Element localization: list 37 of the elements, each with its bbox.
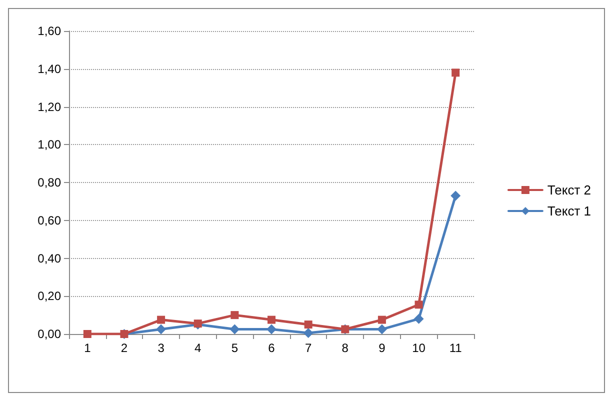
point — [452, 68, 460, 77]
point — [414, 300, 423, 309]
point — [230, 311, 239, 320]
y-tick-label: 0,00 — [38, 327, 62, 341]
x-tick-label: 11 — [449, 341, 462, 355]
point — [230, 324, 240, 334]
x-tick-label: 5 — [231, 341, 238, 355]
point — [414, 314, 424, 324]
point — [450, 190, 461, 201]
point — [266, 324, 276, 334]
x-tick-label: 6 — [268, 341, 276, 355]
legend-label: Текст 2 — [547, 182, 592, 198]
point — [378, 316, 386, 324]
y-tick-label: 1,20 — [38, 100, 62, 114]
x-tick-label: 1 — [84, 341, 92, 355]
x-tick-label: 2 — [120, 341, 128, 355]
y-tick-label: 1,40 — [38, 62, 62, 76]
x-tick-label: 7 — [304, 341, 312, 355]
point — [304, 320, 312, 329]
x-tick-label: 10 — [412, 341, 426, 355]
point — [268, 316, 276, 324]
y-tick-label: 0,80 — [38, 176, 62, 190]
x-tick-label: 4 — [194, 341, 202, 355]
legend-label: Текст 1 — [547, 204, 592, 218]
x-tick-label: 3 — [158, 341, 165, 355]
x-tick-label: 8 — [342, 341, 349, 355]
x-tick-label: 9 — [378, 341, 386, 355]
y-tick-label: 1,00 — [38, 138, 62, 152]
y-tick-label: 0,40 — [38, 251, 62, 266]
point — [157, 316, 166, 324]
y-tick-label: 0,20 — [38, 289, 62, 304]
point — [83, 330, 92, 338]
point — [376, 324, 387, 334]
point — [156, 324, 166, 334]
y-tick-label: 1,60 — [38, 24, 62, 38]
point — [303, 328, 314, 338]
y-tick-label: 0,60 — [38, 213, 62, 228]
